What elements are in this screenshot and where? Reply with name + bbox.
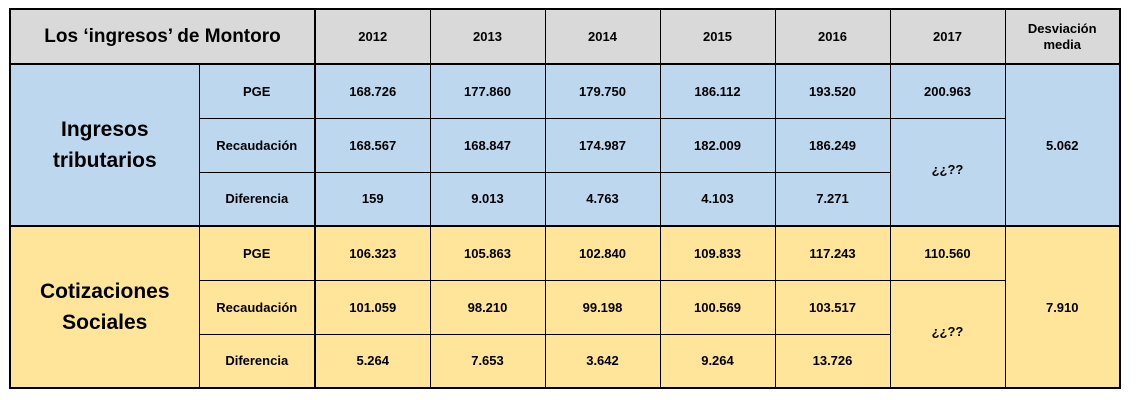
table-cell: 101.059 bbox=[314, 279, 431, 335]
table-cell: 4.103 bbox=[659, 171, 776, 227]
table-cell: 106.323 bbox=[314, 225, 431, 281]
row-label: Recaudación bbox=[198, 279, 316, 335]
year-header: 2015 bbox=[659, 8, 776, 65]
deviation-value: 5.062 bbox=[1004, 63, 1121, 227]
group-label-line1: Ingresos bbox=[60, 118, 149, 141]
table-cell: 179.750 bbox=[544, 63, 661, 119]
table-row: Recaudación 168.567 168.847 174.987 182.… bbox=[10, 117, 1120, 227]
group-label-line2: tributarios bbox=[52, 149, 157, 172]
table-row: Diferencia 159 9.013 4.763 4.103 7.271 bbox=[10, 171, 1120, 227]
table-cell: 103.517 bbox=[774, 279, 891, 335]
table-cell: 186.249 bbox=[774, 117, 891, 173]
year-header: 2013 bbox=[429, 8, 546, 65]
year-header: 2014 bbox=[544, 8, 661, 65]
table-cell-2017: 200.963 bbox=[889, 63, 1006, 119]
deviation-header: Desviación media bbox=[1004, 8, 1121, 65]
table-cell: 177.860 bbox=[429, 63, 546, 119]
group-label-sociales: Cotizaciones Sociales bbox=[9, 225, 200, 389]
table-cell: 5.264 bbox=[314, 333, 431, 389]
table-cell: 109.833 bbox=[659, 225, 776, 281]
table-cell: 159 bbox=[314, 171, 431, 227]
table-cell: 182.009 bbox=[659, 117, 776, 173]
table-cell-2017: 110.560 bbox=[889, 225, 1006, 281]
deviation-value: 7.910 bbox=[1004, 225, 1121, 389]
year-header: 2012 bbox=[314, 8, 431, 65]
row-label: Diferencia bbox=[198, 171, 316, 227]
table-cell: 105.863 bbox=[429, 225, 546, 281]
row-label: Diferencia bbox=[198, 333, 316, 389]
table-row: Recaudación 101.059 98.210 99.198 100.56… bbox=[10, 279, 1120, 389]
table-cell: 9.013 bbox=[429, 171, 546, 227]
table-cell: 3.642 bbox=[544, 333, 661, 389]
table-cell: 193.520 bbox=[774, 63, 891, 119]
table-cell: 168.726 bbox=[314, 63, 431, 119]
table-cell: 13.726 bbox=[774, 333, 891, 389]
group-label-line2: Sociales bbox=[62, 311, 148, 334]
year-header: 2016 bbox=[774, 8, 891, 65]
row-label: PGE bbox=[198, 63, 316, 119]
deviation-header-line2: media bbox=[1043, 36, 1082, 52]
table-cell: 102.840 bbox=[544, 225, 661, 281]
table-cell: 7.653 bbox=[429, 333, 546, 389]
deviation-header-line1: Desviación bbox=[1027, 20, 1097, 36]
unknown-2017-cell: ¿¿?? bbox=[889, 279, 1006, 389]
income-table: Los ‘ingresos’ de Montoro 2012 2013 2014… bbox=[9, 8, 1121, 389]
group-label-tributarios: Ingresos tributarios bbox=[9, 63, 200, 227]
table-row: Ingresos tributarios PGE 168.726 177.860 … bbox=[9, 63, 1121, 227]
table-cell: 4.763 bbox=[544, 171, 661, 227]
header-row: Los ‘ingresos’ de Montoro 2012 2013 2014… bbox=[9, 8, 1121, 65]
row-label: Recaudación bbox=[198, 117, 316, 173]
table-cell: 100.569 bbox=[659, 279, 776, 335]
table-cell: 117.243 bbox=[774, 225, 891, 281]
unknown-2017-text: ¿¿?? bbox=[931, 162, 964, 178]
unknown-2017-text: ¿¿?? bbox=[931, 324, 964, 340]
table-row: Diferencia 5.264 7.653 3.642 9.264 13.72… bbox=[10, 333, 1120, 389]
table-cell: 98.210 bbox=[429, 279, 546, 335]
table-cell: 99.198 bbox=[544, 279, 661, 335]
table-cell: 9.264 bbox=[659, 333, 776, 389]
unknown-2017-cell: ¿¿?? bbox=[889, 117, 1006, 227]
table-title: Los ‘ingresos’ de Montoro bbox=[9, 8, 316, 65]
year-header: 2017 bbox=[889, 8, 1006, 65]
table-row: Cotizaciones Sociales PGE 106.323 105.863… bbox=[9, 225, 1121, 389]
table-cell: 168.847 bbox=[429, 117, 546, 173]
table-cell: 7.271 bbox=[774, 171, 891, 227]
group-label-line1: Cotizaciones bbox=[39, 280, 170, 303]
row-label: PGE bbox=[198, 225, 316, 281]
table-cell: 186.112 bbox=[659, 63, 776, 119]
table-cell: 174.987 bbox=[544, 117, 661, 173]
table-cell: 168.567 bbox=[314, 117, 431, 173]
